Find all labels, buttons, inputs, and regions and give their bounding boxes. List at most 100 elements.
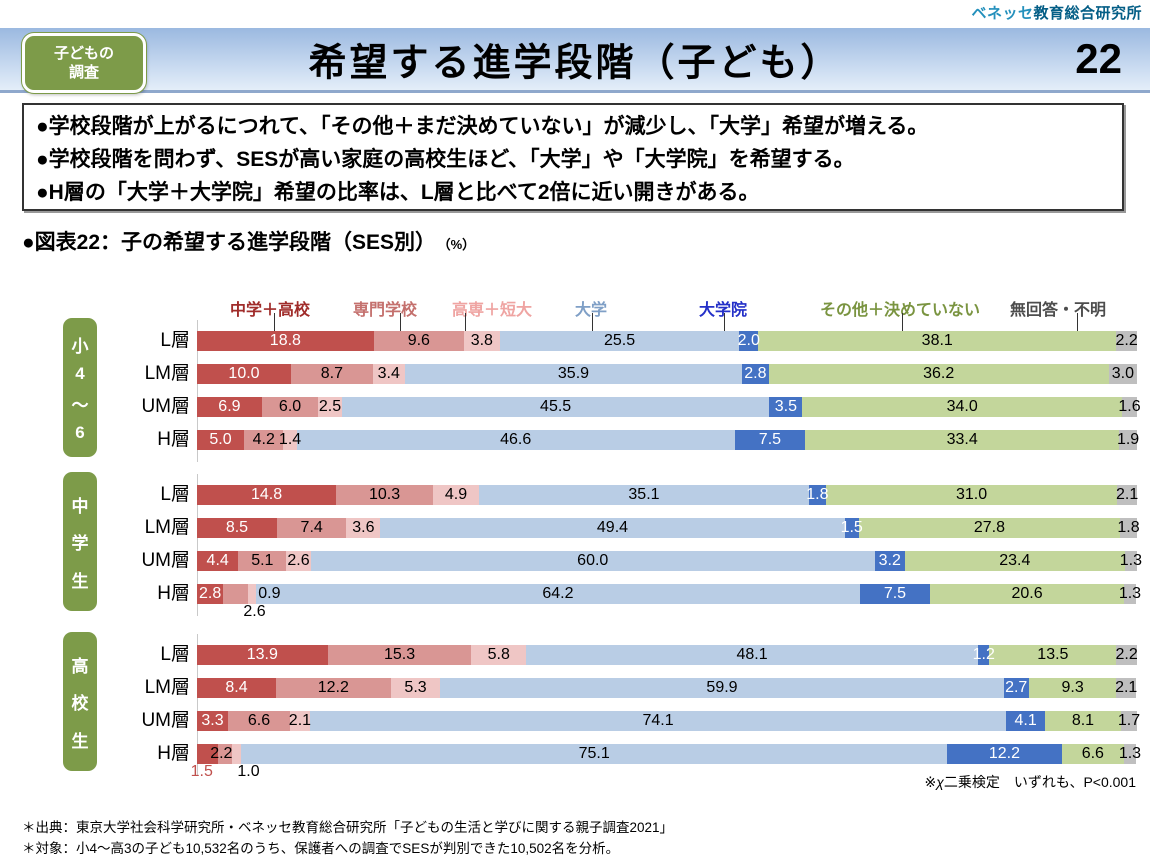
bar-value-label: 2.8 [744,365,767,382]
bar-segment [223,584,248,604]
bar-value-label: 14.8 [250,486,283,503]
bar-value-label: 2.1 [1116,486,1139,503]
bar-track: 8.5 7.4 3.6 49.4 1.5 27.8 1.8 [197,518,1140,538]
bar-segment [844,518,859,538]
summary-point: ●学校段階が上がるにつれて、「その他＋まだ決めていない」が減少し、「大学」希望が… [36,115,929,138]
survey-badge: 子どもの 調査 [22,33,146,93]
legend-item: 専門学校 [352,302,418,319]
bar-value-label: 1.5 [840,519,863,536]
row-label: UM層 [141,396,190,417]
bar-value-label: 1.8 [806,486,829,503]
bar-value-label: 35.1 [628,486,660,503]
bar-segment [805,430,1120,450]
legend-item: 大学 [574,302,608,319]
bar-segment [197,397,262,417]
footnote-source: ＊出典：東京大学社会科学研究所・ベネッセ教育総合研究所「子どもの生活と学びに関す… [22,820,674,835]
figure-title-text: ●図表22：子の希望する進学段階（SES別） [22,231,437,254]
bar-segment [859,584,931,604]
bar-value-label: 1.4 [278,431,302,448]
bar-segment [197,485,337,505]
legend-item: 大学院 [698,302,748,319]
bar-value-label: 12.2 [988,745,1021,762]
bar-segment [256,584,860,604]
bar-segment [1123,584,1137,604]
bar-value-label: 2.7 [1005,679,1028,696]
bar-value-label: 13.9 [246,646,278,663]
bar-segment [463,331,500,351]
bar-segment [739,331,759,351]
bar-segment [373,331,464,351]
header-band: 希望する進学段階（子ども） 22 [0,28,1150,93]
bar-segment [286,551,311,571]
bar-value-label: 13.5 [1037,646,1069,663]
bar-value-label: 59.9 [706,679,738,696]
brand-logo: ベネッセ教育総合研究所 [971,2,1142,23]
bar-segment [310,551,875,571]
bar-segment [858,518,1121,538]
bar-segment [336,485,433,505]
bar-value-label: 1.3 [1118,745,1142,762]
bar-segment [327,645,472,665]
bar-value-label: 1.9 [1116,431,1140,448]
bar-segment [197,584,224,604]
bar-segment [404,364,743,384]
bar-value-label: 4.1 [1014,712,1037,729]
bar-value-label: 2.6 [243,603,266,620]
legend-item: その他＋決めていない [819,302,981,319]
bar-value-label: 4.4 [206,552,229,569]
bar-track: 14.8 10.3 4.9 35.1 1.8 31.0 2.1 [197,485,1139,505]
chart-row: LM層 10.0 8.7 3.4 35.9 2.8 36.2 3.0 [0,364,1150,384]
bar-segment [276,518,347,538]
bar-value-label: 3.2 [878,552,901,569]
bar-value-label: 38.1 [921,332,953,349]
bar-value-label: 23.4 [999,552,1031,569]
bar-value-label: 8.7 [320,365,343,382]
legend-item: 中学＋高校 [229,302,311,319]
bar-value-label: 8.5 [225,519,249,536]
bar-value-label: 1.3 [1118,585,1142,602]
bar-segment [499,331,740,351]
bar-track: 3.3 6.6 2.1 74.1 4.1 8.1 1.7 [197,711,1140,731]
bar-segment [291,364,373,384]
bar-segment [440,678,1004,698]
chart-row: L層 13.9 15.3 5.8 48.1 1.2 13.5 2.2 [0,645,1150,665]
bar-value-label: 4.2 [252,431,275,448]
bar-value-label: 34.0 [946,398,978,415]
bar-track: 6.9 6.0 2.5 45.5 3.5 34.0 1.6 [197,397,1141,417]
chart-row: UM層 6.9 6.0 2.5 45.5 3.5 34.0 1.6 [0,397,1150,417]
row-label: L層 [160,644,190,665]
chart-row: LM層 8.4 12.2 5.3 59.9 2.7 9.3 2.1 [0,678,1150,698]
bar-value-label: 1.2 [972,646,995,663]
bar-value-label: 64.2 [542,585,574,602]
bar-segment [197,430,244,450]
chart-row: H層 2.8 2.6 0.9 64.2 7.5 20.6 1.3 [0,584,1150,621]
row-label: H層 [157,429,190,450]
bar-track: 2.8 2.6 0.9 64.2 7.5 20.6 1.3 [197,584,1141,620]
bar-segment [1120,518,1137,538]
bar-segment [1119,430,1137,450]
bar-value-label: 8.4 [225,679,248,696]
bar-track: 18.8 9.6 3.8 25.5 2.0 38.1 2.2 [197,331,1138,351]
row-label: LM層 [144,517,190,538]
bar-value-label: 7.5 [758,431,782,448]
bar-value-label: 5.1 [251,552,274,569]
bar-segment [346,518,381,538]
survey-badge-line1: 子どもの [53,44,114,62]
bar-value-label: 1.5 [190,763,213,780]
row-label: L層 [160,484,190,505]
legend-callout-line [592,313,593,331]
bar-value-label: 10.0 [228,365,260,382]
chart-row: H層 5.0 4.2 1.4 46.6 7.5 33.4 1.9 [0,430,1150,450]
legend-callout-line [724,313,725,331]
bar-segment [1121,711,1137,731]
bar-value-label: 15.3 [383,646,416,663]
bar-value-label: 49.4 [596,519,629,536]
bar-segment [526,645,979,665]
group-pill: 中学生 [63,472,97,611]
chart-row: L層 14.8 10.3 4.9 35.1 1.8 31.0 2.1 [0,485,1150,505]
summary-point: ●H層の「大学＋大学院」希望の比率は、L層と比べて2倍に近い開きがある。 [36,181,760,204]
bar-value-label: 1.6 [1118,398,1141,415]
bar-value-label: 18.8 [269,332,301,349]
bar-segment [261,397,319,417]
chart-row: UM層 4.4 5.1 2.6 60.0 3.2 23.4 1.3 [0,551,1150,571]
